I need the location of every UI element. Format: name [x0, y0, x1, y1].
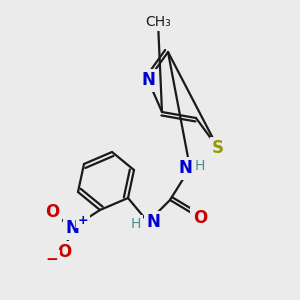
Text: S: S	[212, 139, 224, 157]
Text: CH₃: CH₃	[145, 15, 171, 29]
Text: O: O	[57, 243, 71, 261]
Text: H: H	[131, 217, 141, 231]
Text: −: −	[46, 251, 59, 266]
Text: N: N	[146, 213, 160, 231]
Text: +: +	[78, 214, 88, 226]
Text: O: O	[45, 203, 59, 221]
Text: H: H	[195, 159, 205, 173]
Text: N: N	[65, 219, 79, 237]
Text: N: N	[178, 159, 192, 177]
Text: N: N	[141, 71, 155, 89]
Text: O: O	[193, 209, 207, 227]
